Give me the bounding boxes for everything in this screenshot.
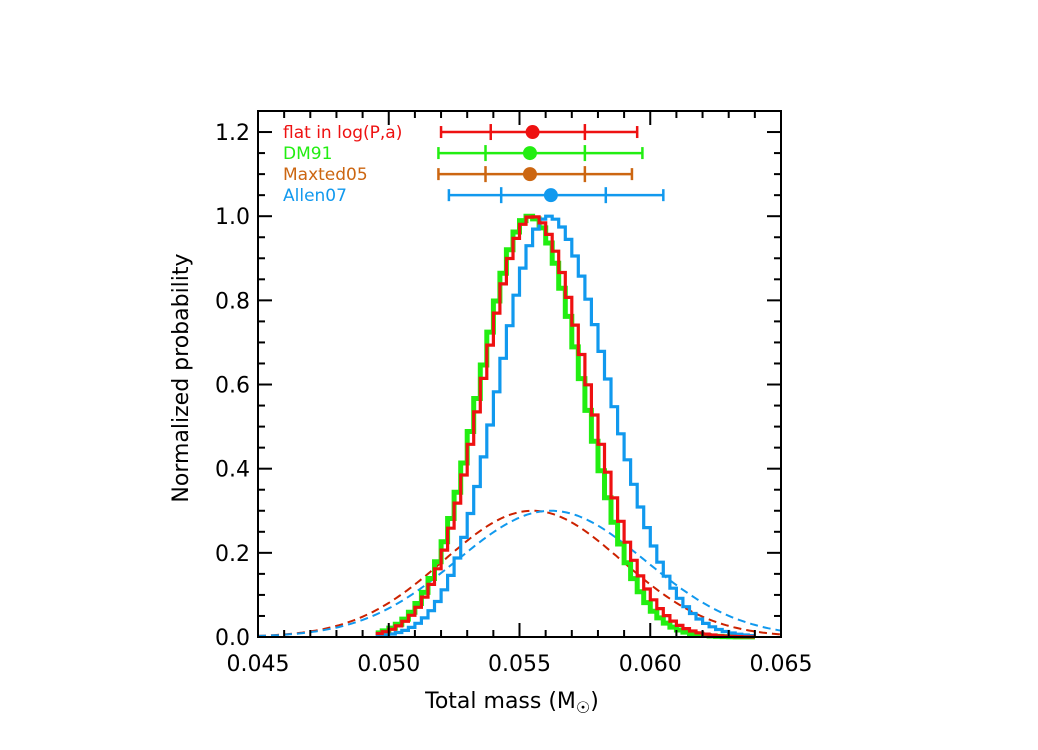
summary-maxted05 — [437, 166, 634, 183]
summary-median-marker — [522, 146, 537, 161]
prior-curves — [257, 509, 782, 637]
legend-label-allen07: Allen07 — [283, 186, 347, 206]
y-tick-label: 1.0 — [215, 205, 250, 230]
x-tick-label: 0.045 — [227, 652, 290, 677]
y-axis-ticks: 0.0 0.2 0.4 0.6 0.8 1.0 1.2 — [215, 121, 781, 651]
summary-median-marker — [522, 167, 537, 182]
x-axis-title: Total mass (M☉) — [424, 689, 599, 717]
summary-median-marker — [543, 188, 558, 203]
x-axis-title-text: Total mass (M — [424, 689, 576, 714]
histogram-allen07 — [375, 214, 755, 638]
legend-label-flat-in-log-p-a: flat in log(P,a) — [283, 123, 402, 143]
summary-median-marker — [525, 125, 540, 140]
x-axis-ticks: 0.045 0.050 0.055 0.060 0.065 — [227, 111, 813, 677]
x-tick-label: 0.060 — [619, 652, 682, 677]
y-axis-title: Normalized probability — [169, 253, 194, 502]
histogram-flat-in-log-p-a — [375, 215, 755, 639]
legend-label-maxted05: Maxted05 — [283, 165, 368, 185]
y-tick-label: 0.4 — [215, 458, 250, 483]
y-tick-label: 0.2 — [215, 542, 250, 567]
x-axis-title-suffix: ) — [590, 689, 599, 714]
x-tick-label: 0.050 — [357, 652, 420, 677]
y-tick-label: 1.2 — [215, 121, 250, 146]
summary-allen07 — [447, 187, 665, 204]
summary-dm91 — [437, 145, 644, 162]
y-tick-label: 0.8 — [215, 289, 250, 314]
prior-curve-allen07 — [257, 509, 782, 637]
x-tick-label: 0.065 — [750, 652, 813, 677]
y-tick-label: 0.6 — [215, 374, 250, 399]
summary-flat-in-log-p-a — [439, 124, 639, 141]
histograms — [375, 213, 755, 640]
y-tick-label: 0.0 — [215, 626, 250, 651]
legend-label-dm91: DM91 — [283, 144, 332, 164]
sun-symbol-icon: ☉ — [576, 698, 590, 717]
summary-error-bars — [437, 124, 665, 204]
x-tick-label: 0.055 — [488, 652, 551, 677]
